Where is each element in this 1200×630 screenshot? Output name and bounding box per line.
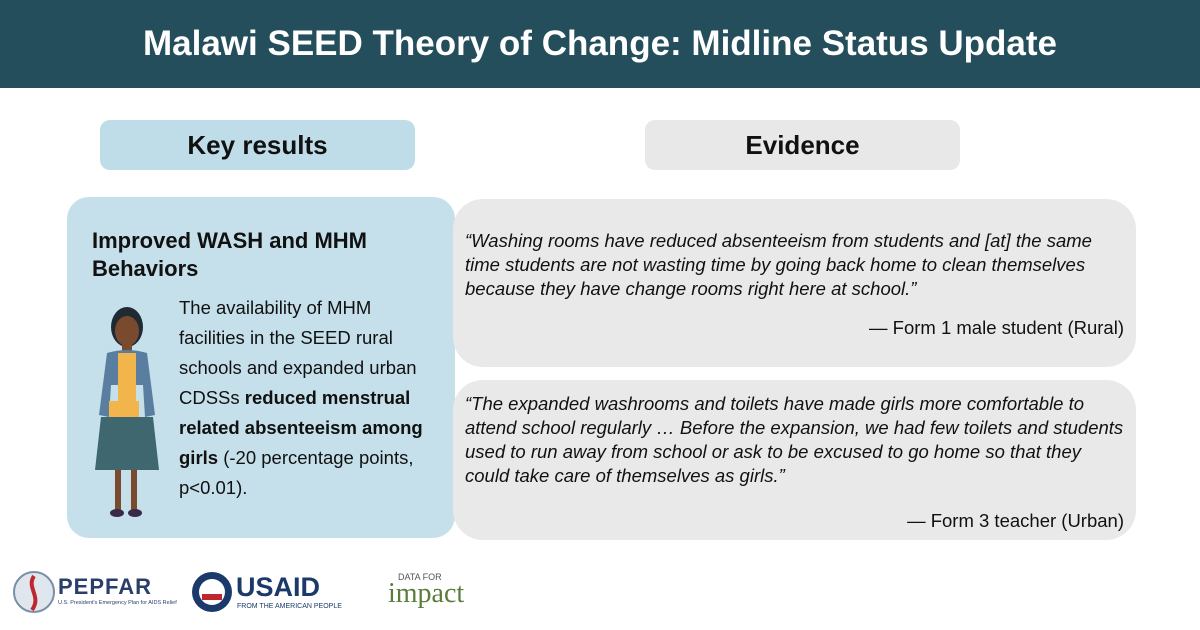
- usaid-logo: USAID FROM THE AMERICAN PEOPLE: [190, 570, 350, 618]
- usaid-text: USAID: [236, 572, 321, 602]
- quote-box: “Washing rooms have reduced absenteeism …: [453, 199, 1136, 367]
- quote-attribution: — Form 1 male student (Rural): [869, 317, 1124, 338]
- quote-text: “The expanded washrooms and toilets have…: [465, 393, 1124, 486]
- d4i-logo: DATA FOR impact: [388, 572, 498, 618]
- usaid-emblem: [192, 572, 232, 612]
- result-body-text: The availability of MHM facilities in th…: [179, 297, 417, 408]
- quote-box: “The expanded washrooms and toilets have…: [453, 380, 1136, 540]
- result-title: Improved WASH and MHM Behaviors: [92, 228, 368, 281]
- d4i-top: DATA FOR: [398, 572, 442, 582]
- d4i-main: impact: [388, 578, 465, 609]
- quote-attribution: — Form 3 teacher (Urban): [907, 510, 1124, 531]
- result-body-text: (-20 percentage points, p<0.01).: [179, 447, 414, 498]
- pepfar-logo: PEPFAR U.S. President's Emergency Plan f…: [12, 570, 177, 618]
- pepfar-name: PEPFAR: [58, 574, 153, 599]
- evidence-header: Evidence: [645, 120, 960, 170]
- girl-illustration: [95, 307, 159, 517]
- header-title: Malawi SEED Theory of Change: Midline St…: [0, 0, 1200, 88]
- pepfar-subtitle: U.S. President's Emergency Plan for AIDS…: [58, 600, 177, 606]
- result-card: Improved WASH and MHM Behaviors The avai…: [67, 197, 455, 538]
- usaid-subtitle: FROM THE AMERICAN PEOPLE: [237, 603, 342, 610]
- key-results-header: Key results: [100, 120, 415, 170]
- result-body: The availability of MHM facilities in th…: [179, 293, 439, 503]
- result-body-bold: reduced menstrual related absenteeism am…: [179, 387, 423, 468]
- pepfar-emblem: [13, 571, 55, 613]
- quote-text: “Washing rooms have reduced absenteeism …: [465, 230, 1092, 299]
- usaid-name: USAID: [236, 572, 320, 603]
